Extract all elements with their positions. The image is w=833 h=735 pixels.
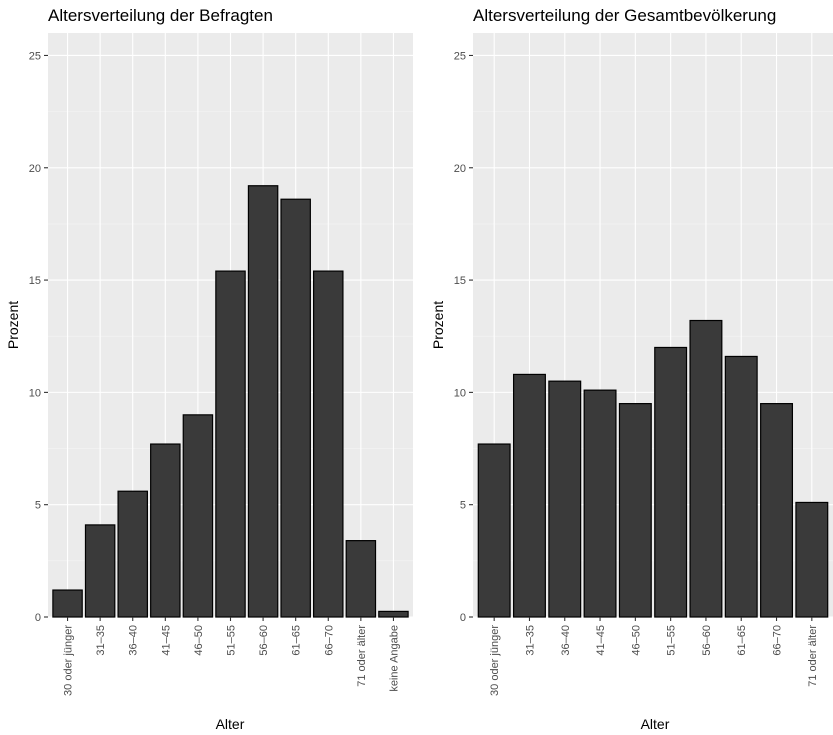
x-tick-label: 46–50 [193,625,205,656]
x-tick-label: 51–55 [666,625,678,656]
bar-6 [215,270,246,618]
y-tick-label: 15 [454,275,466,287]
bar-10 [345,540,377,618]
x-tick-label: 56–60 [701,625,713,656]
bar-1 [477,443,511,618]
bar-7 [689,319,723,618]
x-tick-label: 30 oder jünger [63,625,75,696]
bar-6 [654,346,688,618]
bar-2 [84,524,116,618]
x-tick-label: 41–45 [160,625,172,656]
bar-3 [548,380,582,618]
bar-1 [52,589,83,618]
chart-panel-1: 0 5 10 15 20 25 30 oder jünger 31–35 36–40 41–45 4… [5,6,413,732]
x-tick-label: 66–70 [323,625,335,656]
x-tick-label: 31–35 [524,625,536,656]
y-tick-label: 20 [454,163,466,175]
chart-title: Altersverteilung der Befragten [48,6,273,25]
x-tick-label: 31–35 [95,625,107,656]
x-tick-label: 51–55 [226,625,238,656]
x-axis-label: Alter [641,716,670,732]
x-tick-label: 36–40 [128,625,140,656]
y-tick-label: 20 [29,163,41,175]
x-tick-label: 61–65 [736,625,748,656]
x-tick-label: 71 oder älter [807,625,819,687]
bar-4 [150,443,181,618]
x-tick-label: 36–40 [560,625,572,656]
bar-3 [117,490,148,618]
bar-4 [583,389,617,618]
y-tick-label: 25 [29,50,41,62]
x-tick-label: 56–60 [258,625,270,656]
bar-2 [512,373,546,618]
x-tick-label: 66–70 [772,625,784,656]
bar-5 [618,403,652,618]
x-tick-label: keine Angabe [388,625,400,692]
x-tick-label: 30 oder jünger [489,625,501,696]
y-tick-label: 0 [35,612,41,624]
chart-title: Altersverteilung der Gesamtbevölkerung [473,6,776,25]
y-tick-label: 0 [460,612,466,624]
y-axis-label: Prozent [430,301,446,349]
y-tick-label: 15 [29,275,41,287]
y-tick-label: 25 [454,50,466,62]
y-tick-label: 10 [29,387,41,399]
bar-5 [182,414,214,618]
y-tick-label: 5 [460,500,466,512]
x-tick-label: 46–50 [630,625,642,656]
bar-9 [760,403,794,618]
chart-panel-2: 0 5 10 15 20 25 30 oder jünger 31–35 36–40 41–45 4… [430,6,833,732]
x-tick-label: 71 oder älter [356,625,368,687]
bar-7 [247,185,279,618]
bar-8 [724,355,758,618]
y-tick-label: 5 [35,500,41,512]
x-axis-label: Alter [216,716,245,732]
x-tick-label: 41–45 [595,625,607,656]
x-tick-label: 61–65 [291,625,303,656]
bar-10 [795,501,829,618]
bar-9 [313,270,344,618]
y-tick-label: 10 [454,387,466,399]
bar-11 [378,610,409,618]
bar-8 [280,198,311,618]
y-axis-label: Prozent [5,301,21,349]
